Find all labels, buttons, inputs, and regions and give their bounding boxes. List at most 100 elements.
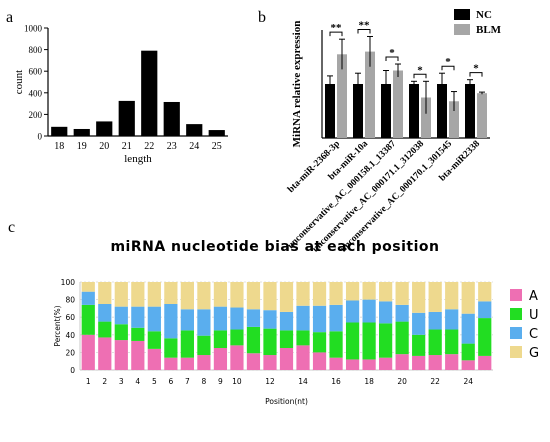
panel-label-c: c [8, 219, 15, 236]
c-bar-segment-u [230, 329, 244, 346]
c-bar-segment-u [296, 330, 310, 346]
c-x-tick-label: 1 [86, 377, 91, 386]
c-x-tick-label: 4 [135, 377, 140, 386]
c-bar-segment-g [246, 282, 261, 310]
b-significance-bracket [357, 28, 371, 34]
c-bar-segment-g [478, 282, 492, 302]
c-bar-segment-c [213, 306, 228, 331]
c-bar-segment-u [114, 324, 128, 341]
c-y-tick-label: 0 [70, 366, 75, 375]
c-bar-segment-u [81, 304, 95, 335]
c-bar-segment-a [81, 334, 95, 370]
c-bar-segment-g [279, 282, 294, 312]
b-bar-blm [393, 70, 403, 138]
c-bar-segment-a [213, 348, 228, 370]
c-bar-segment-g [296, 282, 310, 306]
c-y-tick-label: 80 [65, 296, 75, 305]
c-x-tick-label: 10 [232, 377, 242, 386]
c-x-tick-label: 8 [202, 377, 207, 386]
c-bar-segment-u [412, 334, 426, 356]
c-bar-segment-u [98, 321, 112, 338]
a-bar [118, 100, 135, 136]
c-bar-segment-g [180, 282, 194, 310]
c-legend-label: G [529, 346, 539, 361]
c-bar-segment-g [312, 282, 327, 306]
a-x-tick-label: 20 [99, 141, 109, 152]
c-bar-segment-u [263, 328, 277, 356]
c-legend-label: A [529, 289, 538, 304]
b-significance-label: * [417, 64, 423, 76]
a-y-axis-label: count [13, 70, 25, 94]
c-bar-segment-a [445, 354, 459, 370]
b-legend-swatch-blm [454, 24, 470, 35]
a-bar [51, 126, 68, 136]
b-bar-blm [449, 101, 459, 138]
panel-a-length-distribution: 0 200 400 600 800 1000 18 19 20 21 22 23 24 25 length c… [13, 24, 228, 165]
c-bar-segment-c [345, 300, 360, 323]
c-bar-segment-g [345, 282, 360, 301]
c-x-tick-label: 20 [397, 377, 407, 386]
c-bar-segment-c [98, 304, 112, 322]
c-y-tick-label: 60 [65, 313, 75, 322]
c-y-tick-label: 100 [61, 278, 76, 287]
b-legend-swatch-nc [454, 9, 470, 20]
c-x-tick-label: 14 [298, 377, 308, 386]
c-bar-segment-u [428, 329, 442, 356]
panel-label-b: b [258, 9, 266, 26]
c-legend-swatch-u [510, 308, 522, 320]
c-bar-segment-g [362, 282, 376, 300]
c-bar-segment-a [312, 352, 327, 370]
c-bar-segment-g [147, 282, 161, 307]
c-bar-segment-u [345, 322, 360, 360]
c-y-tick-label: 20 [65, 348, 75, 357]
c-bar-segment-u [213, 330, 228, 348]
b-bar-nc [437, 84, 447, 138]
a-bar [73, 128, 90, 136]
c-bar-segment-a [478, 355, 492, 370]
c-bar-segment-a [147, 348, 161, 370]
c-bar-segment-a [329, 357, 343, 370]
b-significance-bracket [441, 65, 455, 71]
c-bar-segment-g [461, 282, 475, 314]
c-bar-segment-u [445, 329, 459, 355]
c-x-tick-label: 22 [430, 377, 440, 386]
c-bar-segment-c [164, 304, 178, 339]
c-bar-segment-a [230, 345, 244, 370]
c-bar-segment-a [379, 357, 393, 370]
c-bar-segment-c [131, 306, 145, 328]
c-legend-label: C [529, 327, 538, 342]
c-bar-segment-g [131, 282, 145, 307]
c-bar-segment-c [279, 311, 294, 331]
c-x-tick-label: 2 [102, 377, 107, 386]
c-bar-segment-u [329, 331, 343, 358]
a-x-tick-label: 22 [144, 141, 154, 152]
c-bar-segment-a [395, 354, 409, 370]
c-x-tick-label: 5 [152, 377, 157, 386]
c-bar-segment-g [395, 282, 409, 305]
b-bar-nc [381, 84, 391, 138]
a-y-tick-label: 800 [29, 45, 43, 55]
c-bar-segment-g [263, 282, 277, 311]
a-y-tick-label: 0 [38, 132, 43, 142]
a-x-tick-label: 21 [122, 141, 132, 152]
c-bar-segment-a [279, 348, 294, 370]
a-x-tick-label: 23 [167, 141, 177, 152]
a-bar [208, 130, 225, 136]
c-bar-segment-a [428, 355, 442, 370]
c-bar-segment-c [296, 305, 310, 331]
c-x-tick-label: 9 [218, 377, 223, 386]
b-significance-label: * [389, 47, 395, 59]
c-bar-segment-u [164, 338, 178, 358]
c-bar-segment-c [147, 306, 161, 332]
c-bar-segment-a [164, 357, 178, 370]
b-bar-blm [477, 93, 487, 138]
c-bar-segment-u [478, 318, 492, 356]
c-bar-segment-u [279, 330, 294, 348]
c-bar-segment-u [147, 331, 161, 349]
b-significance-bracket [413, 73, 427, 79]
a-y-tick-label: 200 [29, 110, 43, 120]
c-bar-segment-u [246, 326, 261, 354]
c-bar-segment-u [131, 327, 145, 341]
c-bar-segment-c [428, 311, 442, 330]
c-bar-segment-g [412, 282, 426, 313]
